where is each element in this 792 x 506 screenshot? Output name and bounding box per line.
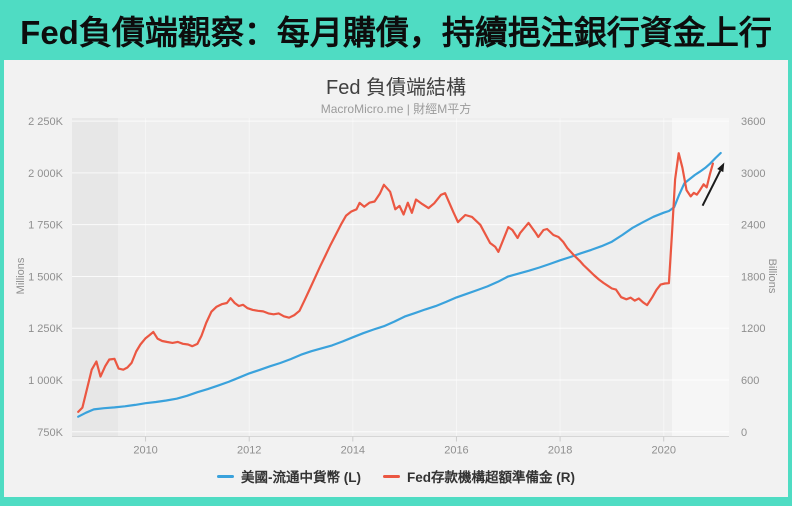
plot-band (72, 118, 119, 437)
y-left-tick-label: 750K (37, 427, 63, 439)
chart-card: Fed 負債端結構 MacroMicro.me | 財經M平方 MacroMic… (4, 60, 788, 497)
x-axis-label: 2012 (237, 445, 261, 457)
plot-background (72, 118, 729, 437)
y-right-tick-label: 1800 (741, 271, 765, 283)
trend-arrow-head (717, 162, 725, 173)
legend-item-excess-reserves[interactable]: Fed存款機構超額準備金 (R) (382, 466, 575, 486)
series-line-currency[interactable] (77, 151, 722, 418)
legend-item-currency-in-circulation[interactable]: 美國-流通中貨幣 (L) (217, 466, 361, 486)
y-left-tick-label: 2 250K (28, 116, 64, 128)
plot-area[interactable]: 2010 2012 2014 2016 2018 2020 2 250K 2 000K 1 75… (4, 60, 788, 497)
y-right-tick-label: 3000 (741, 168, 765, 180)
legend-marker-red (382, 474, 400, 478)
y-left-axis-unit: Millions (15, 257, 27, 295)
y-right-tick-label: 1200 (741, 323, 765, 335)
y-right-axis-unit: Billions (766, 258, 778, 294)
trend-arrow-shaft (701, 170, 722, 207)
x-axis-label: 2016 (444, 445, 468, 457)
plot-band (672, 118, 729, 437)
x-axis-label: 2018 (548, 445, 572, 457)
banner: Fed負債端觀察：每月購債，持續挹注銀行資金上行 (0, 0, 792, 60)
chart-title: Fed 負債端結構 (325, 77, 467, 99)
legend-marker-blue (217, 474, 234, 478)
y-left-tick-label: 1 000K (28, 375, 64, 387)
chart-subtitle: MacroMicro.me | 財經M平方 (320, 102, 472, 116)
banner-title: Fed負債端觀察：每月購債，持續挹注銀行資金上行 (20, 14, 772, 51)
series-line-excess-reserves[interactable] (77, 152, 715, 413)
y-left-tick-label: 1 250K (28, 323, 64, 335)
x-axis-label: 2014 (341, 445, 365, 457)
y-right-tick-label: 2400 (741, 220, 765, 232)
y-right-tick-label: 600 (741, 375, 759, 387)
y-left-tick-label: 2 000K (28, 168, 64, 180)
y-right-tick-label: 0 (741, 427, 747, 439)
x-axis-label: 2010 (133, 445, 157, 457)
y-right-tick-label: 3600 (741, 116, 765, 128)
x-axis-label: 2020 (651, 445, 675, 457)
y-left-tick-label: 1 500K (28, 271, 64, 283)
legend: 美國-流通中貨幣 (L) Fed存款機構超額準備金 (R) (4, 466, 788, 486)
y-left-tick-label: 1 750K (28, 220, 64, 232)
